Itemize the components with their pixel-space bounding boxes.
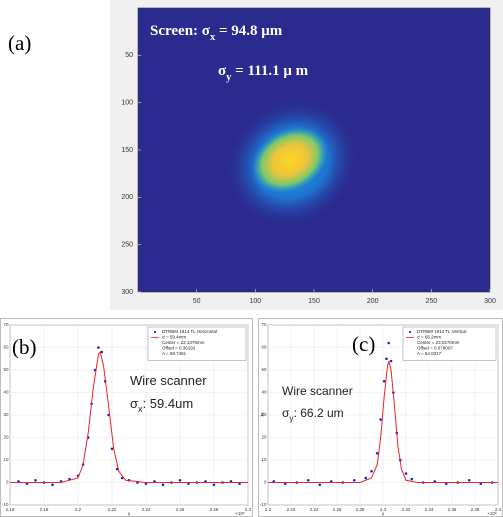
- data-point: [34, 479, 37, 482]
- legend-entry: σ = 59.4mm: [162, 335, 186, 340]
- data-point: [97, 346, 100, 349]
- x-tick-label: 2.18: [40, 507, 49, 512]
- annotation-text: Screen: σ: [150, 23, 211, 39]
- x-tick-label: 50: [193, 298, 201, 305]
- y-tick-label: -10: [2, 502, 9, 507]
- y-tick-label: 20: [3, 435, 9, 440]
- data-point: [468, 479, 471, 482]
- legend-swatch: [154, 331, 156, 333]
- x-tick-label: 2.3: [245, 507, 252, 512]
- data-point: [179, 479, 182, 482]
- y-tick-label: 300: [121, 289, 133, 296]
- data-point: [385, 357, 388, 360]
- x-axis-multiplier: ×10⁵: [487, 511, 497, 516]
- data-point: [405, 472, 408, 475]
- x-tick-label: 100: [249, 298, 261, 305]
- y-tick-label: 60: [3, 345, 9, 350]
- y-tick-label: 200: [121, 194, 133, 201]
- y-tick-label: 60: [261, 345, 267, 350]
- y-tick-label: 10: [3, 457, 9, 462]
- x-tick-label: 2.24: [142, 507, 151, 512]
- y-tick-label: 70: [261, 322, 267, 327]
- y-tick-label: 40: [261, 390, 267, 395]
- data-point: [353, 479, 356, 482]
- y-tick-label: 100: [121, 100, 133, 107]
- annotation-text: = 111.1 μ m: [231, 63, 308, 79]
- annotation-text: Wire scanner: [130, 373, 207, 388]
- x-tick-label: 2.28: [356, 507, 365, 512]
- legend-note: Offset = 0.078007: [417, 346, 453, 351]
- data-point: [370, 470, 373, 473]
- x-tick-label: 2.38: [471, 507, 480, 512]
- x-tick-label: 2.2: [75, 507, 82, 512]
- data-point: [307, 479, 310, 482]
- x-tick-label: 2.22: [108, 507, 117, 512]
- panel-label: (b): [12, 335, 37, 359]
- x-tick-label: 2.34: [425, 507, 434, 512]
- x-tick-label: 2.26: [333, 507, 342, 512]
- x-tick-label: 2.22: [287, 507, 296, 512]
- y-tick-label: 50: [261, 367, 267, 372]
- legend-swatch: [409, 331, 411, 333]
- x-axis-multiplier: ×10⁵: [235, 511, 245, 516]
- panel-label: (c): [352, 332, 375, 356]
- x-tick-label: 150: [308, 298, 320, 305]
- y-tick-label: 250: [121, 242, 133, 249]
- data-point: [410, 478, 413, 481]
- y-tick-label: 40: [3, 390, 9, 395]
- legend-entry: σ = 66.2mm: [417, 335, 441, 340]
- data-point: [387, 342, 390, 345]
- annotation: Wire scanner: [130, 373, 207, 388]
- legend-note: Center = 22.1379mm: [162, 340, 205, 345]
- panel-label: (a): [8, 31, 31, 55]
- x-tick-label: 2.2: [265, 507, 272, 512]
- annotation-text: Wire scanner: [282, 384, 353, 398]
- data-point: [51, 483, 54, 486]
- annotation: Wire scanner: [282, 384, 353, 398]
- y-tick-label: -10: [260, 502, 267, 507]
- legend-note: A = 58.7481: [162, 351, 187, 356]
- data-point: [364, 477, 367, 480]
- page: {"chart_data": [ {"type": "heatmap", "la…: [0, 0, 503, 517]
- figure: 50 100 150 200 250 300 50 100 150 200 250 300 (a) Scr…: [0, 0, 503, 517]
- data-point: [111, 447, 114, 450]
- legend-entry: DTRBM 1914 TL Vertical: [417, 329, 467, 334]
- x-tick-label: 2.16: [6, 507, 15, 512]
- x-tick-label: 2.28: [210, 507, 219, 512]
- y-tick-label: 10: [261, 457, 267, 462]
- annotation-text: : 66.2 um: [294, 406, 344, 420]
- legend-note: A = 54.0317: [417, 351, 442, 356]
- data-point: [101, 351, 104, 354]
- data-point: [390, 360, 393, 363]
- x-tick-label: 2.24: [310, 507, 319, 512]
- x-tick-label: 300: [484, 298, 496, 305]
- y-tick-label: 70: [3, 322, 9, 327]
- y-tick-label: 150: [121, 147, 133, 154]
- legend-note: Offset = 0.36192: [162, 346, 196, 351]
- x-tick-label: 2.36: [448, 507, 457, 512]
- x-tick-label: 200: [367, 298, 379, 305]
- data-point: [318, 483, 321, 486]
- data-point: [383, 380, 386, 383]
- annotation-text: σ: [130, 396, 138, 411]
- x-tick-label: 2.26: [176, 507, 185, 512]
- annotation-text: = 94.8 μm: [215, 23, 283, 39]
- data-point: [379, 418, 382, 421]
- y-tick-label: 30: [3, 412, 9, 417]
- x-tick-label: 250: [425, 298, 437, 305]
- x-tick-label: 2.32: [402, 507, 411, 512]
- y-tick-label: 20: [261, 435, 267, 440]
- data-point: [162, 483, 165, 486]
- y-tick-label: 50: [125, 52, 133, 59]
- annotation-text: : 59.4um: [143, 396, 194, 411]
- data-point: [213, 483, 216, 486]
- legend-note: Center = 23.0270mm: [417, 340, 460, 345]
- y-tick-label: 50: [3, 367, 9, 372]
- legend-entry: DTRBM 1914 TL Horizontal: [162, 329, 217, 334]
